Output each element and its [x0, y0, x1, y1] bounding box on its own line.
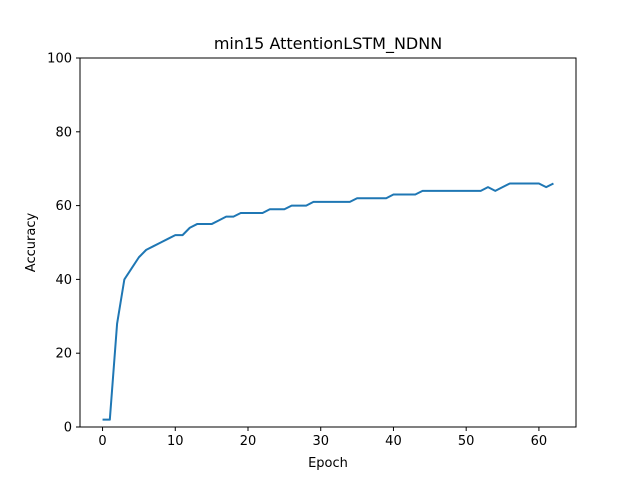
x-tick-label: 60: [531, 434, 548, 449]
x-tick-label: 50: [458, 434, 475, 449]
x-tick-label: 10: [167, 434, 184, 449]
plot-area: [80, 58, 576, 427]
y-tick-label: 20: [55, 347, 72, 362]
x-tick-label: 20: [240, 434, 257, 449]
y-axis-label: Accuracy: [24, 213, 39, 273]
y-tick-label: 40: [55, 273, 72, 288]
x-tick-label: 30: [312, 434, 329, 449]
y-tick-label: 60: [55, 199, 72, 214]
series-line: [102, 182, 554, 421]
x-tick-label: 40: [385, 434, 402, 449]
plot-frame: [79, 57, 577, 428]
y-axis-ticks: 0 20 40 60 80 100: [47, 52, 80, 436]
y-tick-label: 100: [47, 52, 72, 67]
x-axis-ticks: 0 10 20 30 40 50 60: [98, 427, 547, 449]
chart-title: min15 AttentionLSTM_NDNN: [214, 34, 442, 54]
x-axis-label: Epoch: [308, 456, 348, 471]
y-tick-label: 80: [55, 125, 72, 140]
x-tick-label: 0: [98, 434, 106, 449]
y-tick-label: 0: [64, 421, 72, 436]
series-layer: [102, 182, 554, 421]
